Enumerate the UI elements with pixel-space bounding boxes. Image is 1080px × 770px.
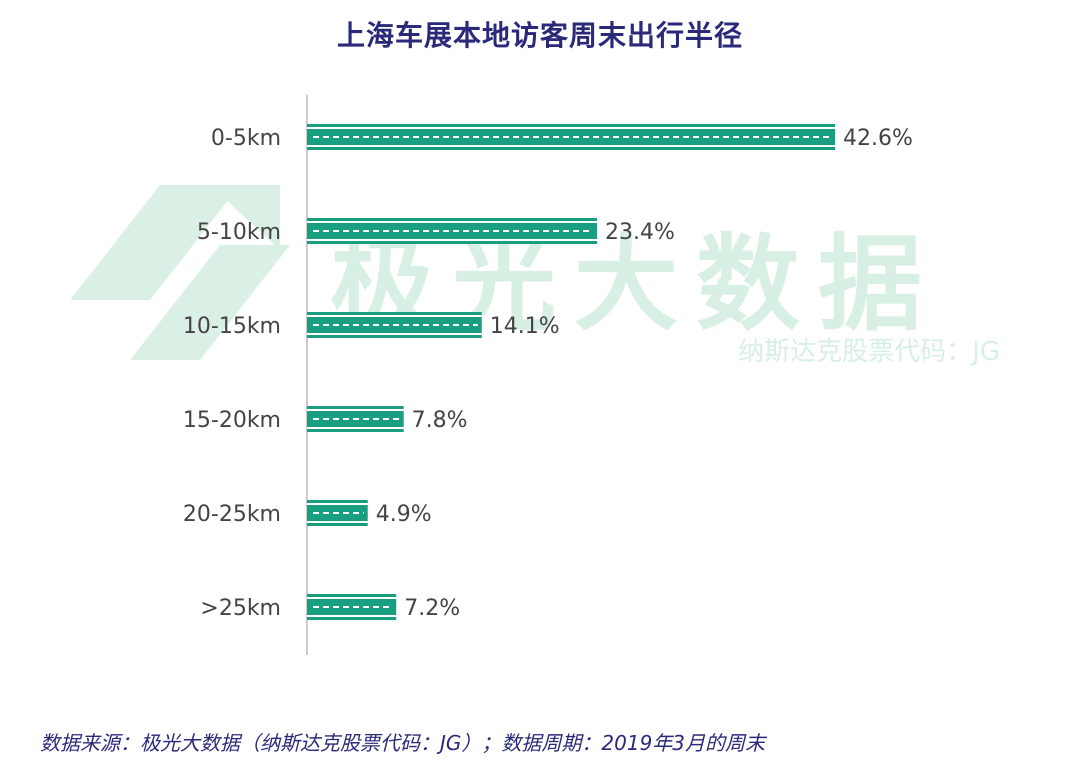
value-label: 23.4% — [605, 220, 675, 245]
bar-group: 10-15km 14.1% — [183, 312, 560, 339]
watermark-logo-icon — [70, 185, 290, 360]
bar-group: 5-10km 23.4% — [197, 218, 675, 245]
value-label: 14.1% — [490, 314, 560, 339]
bar-group: >25km 7.2% — [200, 594, 460, 621]
bar-group: 20-25km 4.9% — [183, 500, 432, 527]
footer-source: 数据来源：极光大数据（纳斯达克股票代码：JG）；数据周期：2019年3月的周末 — [40, 731, 766, 755]
bar-group: 15-20km 7.8% — [183, 406, 468, 433]
bars-group: 0-5km 42.6% 5-10km 23.4% 10-15km 14.1% 15-20km… — [183, 124, 913, 621]
category-label: 20-25km — [183, 502, 281, 527]
category-label: >25km — [200, 596, 281, 621]
value-label: 4.9% — [376, 502, 432, 527]
category-label: 0-5km — [211, 126, 281, 151]
category-label: 5-10km — [197, 220, 281, 245]
bar-group: 0-5km 42.6% — [211, 124, 913, 151]
category-label: 15-20km — [183, 408, 281, 433]
category-label: 10-15km — [183, 314, 281, 339]
value-label: 7.2% — [404, 596, 460, 621]
chart-title: 上海车展本地访客周末出行半径 — [336, 19, 743, 52]
value-label: 7.8% — [412, 408, 468, 433]
value-label: 42.6% — [843, 126, 913, 151]
watermark-stock-code: 纳斯达克股票代码：JG — [738, 337, 1000, 367]
watermark: 极光大数据 纳斯达克股票代码：JG — [70, 185, 1000, 367]
